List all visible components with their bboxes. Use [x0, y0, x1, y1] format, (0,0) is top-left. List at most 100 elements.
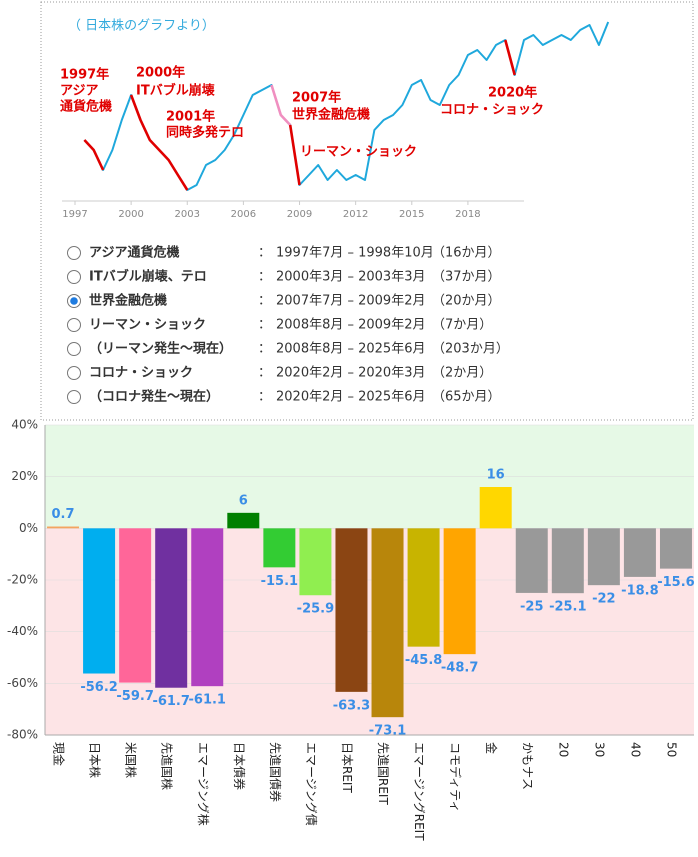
panel-border	[40, 1, 694, 421]
value-label: 16	[487, 468, 505, 483]
radio[interactable]	[67, 342, 81, 356]
bar	[119, 528, 152, 683]
option-months: （203か月）	[432, 342, 509, 357]
option-period: 2020年2月 – 2020年3月	[276, 366, 425, 381]
value-label: -59.7	[116, 689, 153, 704]
value-label: -15.1	[261, 574, 298, 589]
radio-dot	[70, 297, 78, 305]
value-label: -45.8	[405, 653, 442, 668]
x-tick-label: 日本債券	[232, 742, 247, 790]
value-label: -22	[592, 592, 616, 607]
x-tick-label: 現金	[52, 742, 67, 766]
value-label: 6	[239, 493, 248, 508]
y-tick-label: -60%	[7, 676, 38, 690]
y-tick-label: 40%	[11, 418, 38, 432]
value-label: -73.1	[369, 724, 406, 739]
bar	[191, 528, 224, 687]
radio[interactable]	[67, 318, 81, 332]
annotation: 1997年	[60, 67, 109, 83]
y-tick-label: -40%	[7, 624, 38, 638]
option-name[interactable]: ITバブル崩壊、テロ	[89, 269, 207, 285]
option-period: 2007年7月 – 2009年2月	[276, 294, 425, 309]
option-months: （20か月）	[432, 294, 501, 309]
bar	[407, 528, 440, 647]
bar	[515, 528, 548, 593]
line-series	[504, 39, 516, 76]
bar	[371, 528, 404, 718]
line-series	[129, 94, 189, 191]
x-tick-label: 50	[664, 742, 678, 757]
y-tick-label: 20%	[11, 469, 38, 483]
x-tick-label: 40	[628, 742, 642, 757]
x-tick-label: 2003	[175, 209, 200, 220]
option-period: 2008年8月 – 2025年6月	[276, 342, 425, 357]
y-tick-label: -80%	[7, 728, 38, 742]
bar	[479, 487, 512, 529]
option-name[interactable]: （コロナ発生～現在）	[89, 389, 219, 405]
bar	[263, 528, 296, 568]
option-name[interactable]: 世界金融危機	[89, 293, 167, 309]
radio[interactable]	[67, 366, 81, 380]
value-label: -48.7	[441, 661, 478, 676]
option-name[interactable]: コロナ・ショック	[89, 366, 193, 381]
bar	[587, 528, 620, 586]
value-label: -61.1	[189, 693, 226, 708]
x-tick-label: 日本REIT	[340, 742, 354, 793]
separator: ：	[258, 390, 271, 405]
x-tick-label: 20	[556, 742, 570, 757]
x-tick-label: かもナス	[520, 742, 534, 790]
bar	[227, 512, 260, 529]
x-tick-label: 先進国債券	[268, 742, 283, 802]
line-series	[288, 124, 301, 186]
value-label: -25.1	[549, 600, 586, 615]
value-label: -18.8	[621, 583, 658, 598]
option-months: （37か月）	[432, 270, 501, 285]
bar	[551, 528, 584, 594]
x-tick-label: エマージング債	[304, 742, 319, 826]
x-tick-label: 30	[592, 742, 606, 757]
bar	[623, 528, 656, 577]
option-period: 2008年8月 – 2009年2月	[276, 318, 425, 333]
separator: ：	[258, 342, 271, 357]
annotation: 通貨危機	[60, 99, 112, 115]
x-tick-label: 2015	[399, 209, 424, 220]
value-label: -15.6	[657, 575, 694, 590]
x-tick-label: コモディティ	[448, 742, 463, 812]
option-name[interactable]: リーマン・ショック	[89, 318, 206, 333]
option-period: 2020年2月 – 2025年6月	[276, 390, 425, 405]
x-tick-label: 先進国REIT	[376, 742, 390, 805]
annotation: アジア	[60, 84, 98, 99]
option-name[interactable]: アジア通貨危機	[89, 245, 179, 261]
separator: ：	[258, 246, 271, 261]
x-tick-label: エマージングREIT	[412, 742, 426, 841]
value-label: -63.3	[333, 698, 370, 713]
line-series	[83, 139, 105, 171]
value-label: -25.9	[297, 602, 334, 617]
y-tick-label: -20%	[7, 573, 38, 587]
x-tick-label: 2009	[287, 209, 312, 220]
annotation: コロナ・ショック	[440, 103, 544, 118]
y-tick-label: 0%	[19, 521, 38, 535]
annotation: 2020年	[488, 85, 537, 101]
x-tick-label: 2012	[343, 209, 368, 220]
option-months: （65か月）	[432, 390, 501, 405]
option-period: 1997年7月 – 1998年10月	[276, 246, 434, 261]
annotation: 同時多発テロ	[166, 125, 244, 141]
value-label: 0.7	[52, 507, 75, 522]
radio[interactable]	[67, 270, 81, 284]
radio[interactable]	[67, 246, 81, 260]
option-months: （7か月）	[432, 318, 492, 333]
separator: ：	[258, 294, 271, 309]
x-tick-label: 金	[484, 742, 499, 754]
option-name[interactable]: （リーマン発生～現在）	[89, 341, 232, 357]
annotation: 2001年	[166, 109, 215, 125]
x-tick-label: 1997	[62, 209, 87, 220]
bar	[83, 528, 116, 674]
bar	[335, 528, 368, 692]
separator: ：	[258, 270, 271, 285]
option-months: （2か月）	[432, 366, 492, 381]
radio[interactable]	[67, 390, 81, 404]
bar	[47, 526, 80, 529]
bar	[443, 528, 476, 655]
